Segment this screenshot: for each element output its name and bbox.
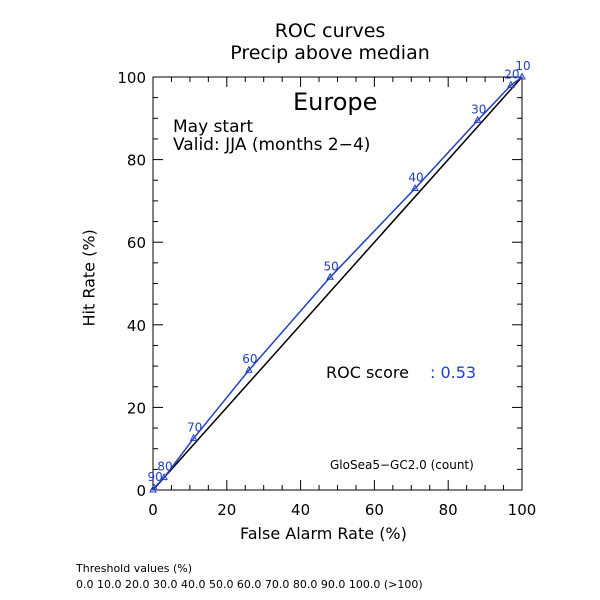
y-tick-label: 80 [127, 152, 146, 170]
threshold-point-label: 30 [471, 102, 486, 116]
threshold-point-label: 10 [515, 59, 530, 73]
y-tick-label: 0 [136, 482, 146, 500]
threshold-title: Threshold values (%) [76, 562, 193, 575]
roc-curve-line [152, 76, 523, 491]
threshold-point-label: 90 [147, 470, 162, 484]
roc-score-value: : 0.53 [430, 363, 477, 382]
no-skill-diagonal [152, 76, 523, 491]
threshold-values: 0.0 10.0 20.0 30.0 40.0 50.0 60.0 70.0 8… [76, 578, 423, 591]
y-axis-label: Hit Rate (%) [79, 229, 99, 327]
x-tick-label: 60 [365, 501, 384, 519]
x-tick-label: 100 [508, 501, 537, 519]
x-tick-label: 40 [291, 501, 310, 519]
y-tick-label: 60 [127, 234, 146, 252]
valid-label: Valid: JJA (months 2−4) [173, 135, 371, 155]
x-tick-label: 20 [217, 501, 236, 519]
y-tick-label: 100 [117, 69, 146, 87]
roc-point-marker [518, 72, 526, 80]
roc-point-marker [245, 365, 253, 373]
y-tick-label: 40 [127, 317, 146, 335]
y-tick-label: 20 [127, 399, 146, 417]
threshold-point-label: 60 [242, 352, 257, 366]
roc-point-marker [473, 115, 482, 123]
roc-point-marker [189, 433, 198, 441]
chart-title-line2: Precip above median [230, 42, 430, 64]
threshold-point-label: 80 [157, 460, 172, 474]
threshold-point-label: 70 [187, 420, 202, 434]
roc-point-marker [160, 473, 168, 481]
chart-title-line1: ROC curves [274, 20, 386, 42]
x-tick-label: 80 [439, 501, 458, 519]
x-tick-label: 0 [148, 501, 158, 519]
roc-score-label: ROC score [326, 363, 409, 382]
roc-point-marker [326, 272, 334, 280]
threshold-point-label: 50 [323, 259, 338, 273]
roc-point-marker [411, 183, 419, 192]
roc-point-marker [507, 80, 515, 88]
region-label: Europe [293, 88, 378, 116]
roc-point-marker [150, 483, 158, 491]
x-axis-label: False Alarm Rate (%) [240, 524, 407, 543]
threshold-point-label: 40 [408, 171, 423, 185]
model-label: GloSea5−GC2.0 (count) [330, 458, 474, 472]
start-label: May start [173, 117, 254, 137]
threshold-point-label: 20 [504, 67, 519, 81]
